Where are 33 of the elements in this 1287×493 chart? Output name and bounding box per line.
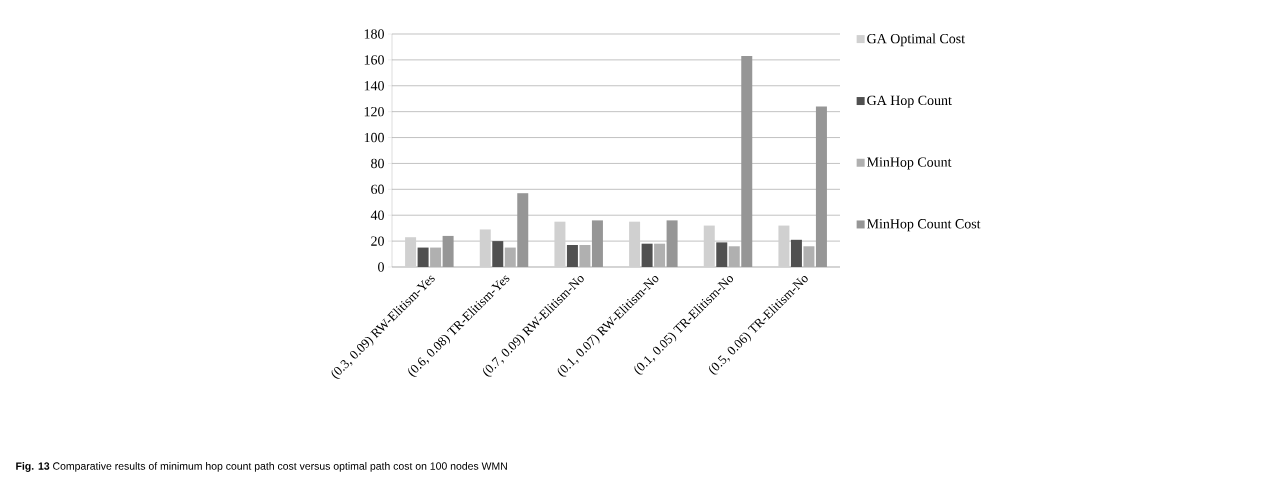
legend-label: GA Hop Count (867, 95, 952, 108)
bar (417, 247, 429, 267)
y-tick-label: 80 (371, 158, 384, 169)
bar (479, 229, 491, 267)
bar (778, 225, 790, 267)
y-tick-label: 60 (371, 184, 384, 195)
bar (554, 221, 566, 267)
bar (741, 55, 753, 267)
bar (405, 237, 417, 267)
bar (666, 220, 678, 267)
legend-label: GA Optimal Cost (867, 33, 965, 47)
text: Fig. 13 Comparative results of minimum hop count path cost versus optimal path cost on 100 nodes WMN (16, 462, 507, 472)
bar (629, 221, 641, 267)
y-tick-label: 120 (364, 106, 384, 117)
y-tick-label: 180 (364, 29, 384, 39)
bar (566, 244, 578, 267)
y-tick-label: 0 (378, 262, 384, 272)
bar (641, 243, 653, 267)
bar (591, 220, 603, 267)
bar (492, 241, 504, 267)
y-tick-label: 20 (371, 236, 384, 246)
y-tick-label: 100 (364, 132, 384, 143)
bar (517, 193, 529, 267)
bar (716, 242, 728, 267)
bar (790, 239, 802, 267)
bar (442, 235, 454, 267)
bar (815, 106, 827, 267)
y-tick-label: 140 (364, 81, 384, 91)
bar (703, 225, 715, 267)
y-tick-label: 160 (364, 55, 384, 65)
legend-label: MinHop Count Cost (867, 219, 981, 232)
y-tick-label: 40 (370, 210, 384, 220)
legend-label: MinHop Count (867, 157, 952, 170)
